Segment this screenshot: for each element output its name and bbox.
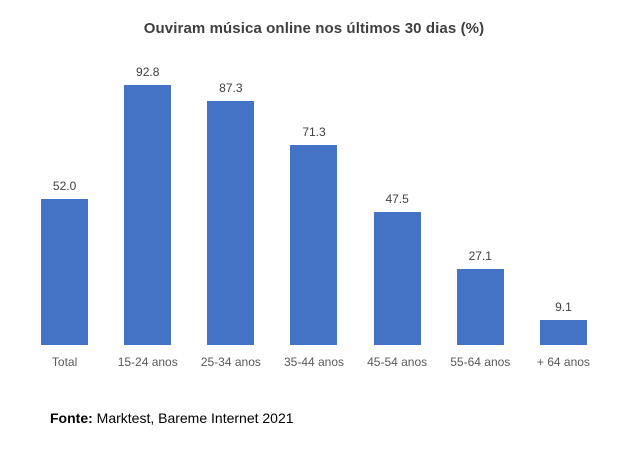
source-text: Marktest, Bareme Internet 2021 bbox=[92, 410, 294, 426]
bar bbox=[290, 145, 338, 345]
bar-area: 47.5 bbox=[356, 65, 439, 345]
bar-column: 52.0 Total bbox=[23, 65, 106, 375]
bar-column: 92.8 15-24 anos bbox=[106, 65, 189, 375]
bar-area: 52.0 bbox=[23, 65, 106, 345]
category-label: 55-64 anos bbox=[450, 355, 511, 369]
bar bbox=[41, 199, 89, 345]
category-label: 25-34 anos bbox=[200, 355, 261, 369]
bar bbox=[539, 319, 587, 345]
category-label: 35-44 anos bbox=[283, 355, 345, 369]
chart-title: Ouviram música online nos últimos 30 dia… bbox=[143, 20, 485, 37]
value-label: 47.5 bbox=[385, 192, 409, 206]
bar-area: 9.1 bbox=[522, 65, 605, 345]
category-label: Total bbox=[51, 355, 78, 369]
value-label: 9.1 bbox=[555, 299, 572, 314]
value-label: 87.3 bbox=[219, 80, 243, 95]
value-label: 92.8 bbox=[136, 65, 160, 80]
bar-column: 27.1 55-64 anos bbox=[439, 65, 522, 375]
bar bbox=[207, 100, 255, 345]
bar bbox=[373, 212, 421, 345]
bar-column: 71.3 35-44 anos bbox=[272, 65, 355, 375]
bar-area: 71.3 bbox=[272, 65, 355, 345]
source-label: Fonte: bbox=[50, 410, 93, 426]
bar-column: 87.3 25-34 anos bbox=[189, 65, 272, 375]
source-note: Fonte: Marktest, Bareme Internet 2021 bbox=[50, 410, 294, 426]
bar bbox=[124, 85, 172, 345]
plot-area: 52.0 Total 92.8 15-24 anos 87.3 25-34 anos 71.… bbox=[23, 65, 605, 375]
category-label: 15-24 anos bbox=[117, 355, 178, 369]
bar-column: 9.1 + 64 anos bbox=[522, 65, 605, 375]
bar-area: 27.1 bbox=[439, 65, 522, 345]
value-label: 27.1 bbox=[468, 249, 492, 264]
category-label: 45-54 anos bbox=[367, 355, 428, 369]
bar-area: 87.3 bbox=[189, 65, 272, 345]
value-label: 71.3 bbox=[302, 125, 326, 140]
bar-column: 47.5 45-54 anos bbox=[356, 65, 439, 375]
bar-area: 92.8 bbox=[106, 65, 189, 345]
bar bbox=[456, 269, 504, 345]
value-label: 52.0 bbox=[52, 179, 77, 194]
category-label: + 64 anos bbox=[536, 355, 590, 369]
